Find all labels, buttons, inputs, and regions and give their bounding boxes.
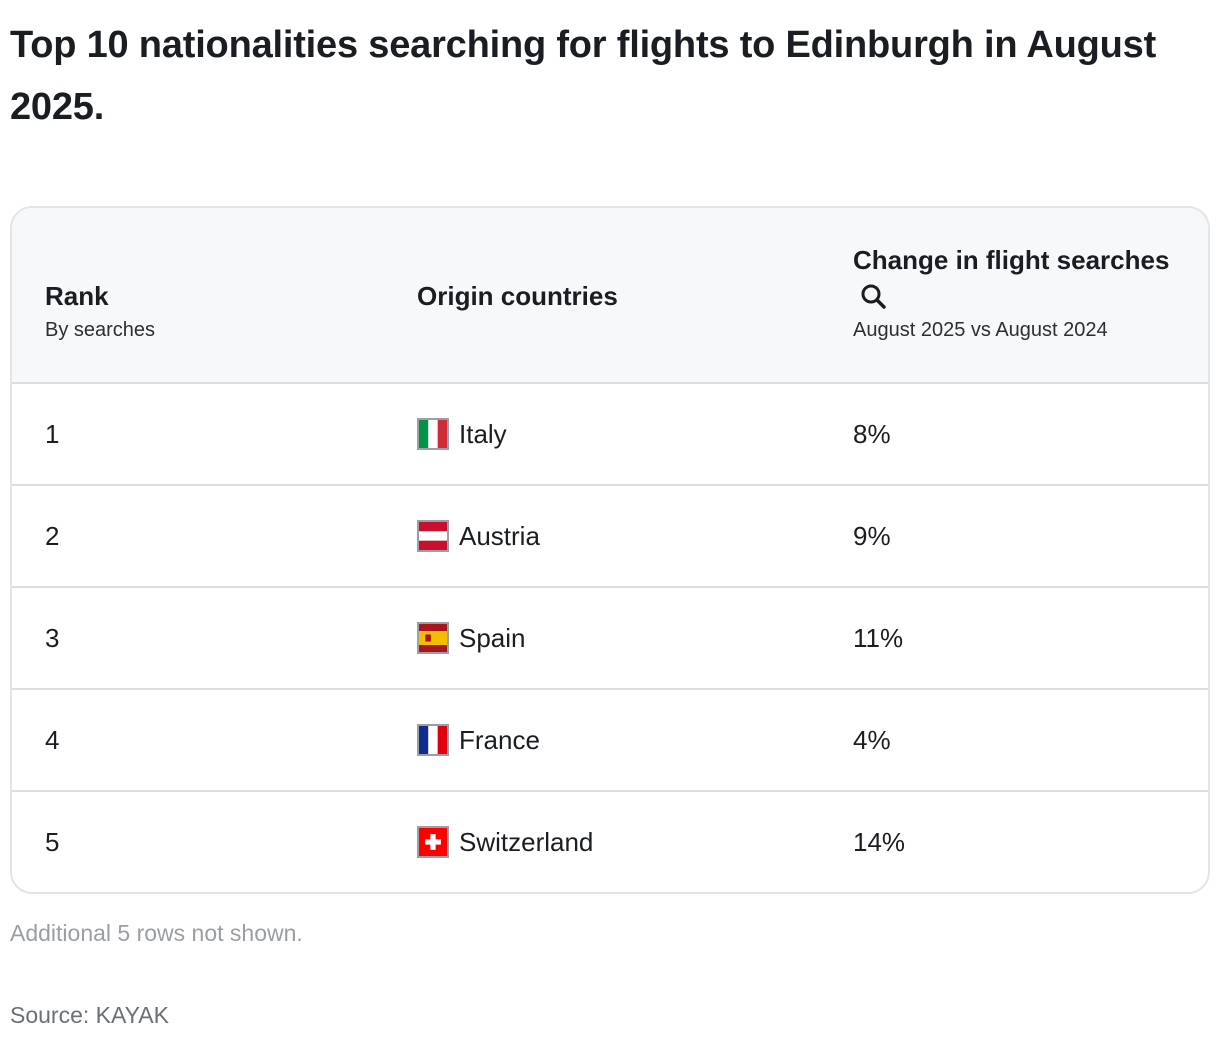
france-flag-icon (417, 724, 449, 756)
origin-cell: Switzerland (417, 792, 593, 892)
switzerland-flag-icon (417, 826, 449, 858)
country-name: Spain (459, 622, 526, 653)
column-header-change-label: Change in flight searches (853, 245, 1170, 275)
country-name: France (459, 724, 540, 755)
origin-cell: Italy (417, 384, 507, 484)
column-header-rank: Rank By searches (45, 278, 155, 344)
spain-flag-icon (417, 622, 449, 654)
table-row: 3 Spain 11% (12, 588, 1208, 690)
origin-cell: France (417, 690, 540, 790)
table-row: 5 Switzerland 14% (12, 792, 1208, 892)
rank-cell: 1 (45, 418, 60, 449)
table-row: 4 France 4% (12, 690, 1208, 792)
rank-cell: 4 (45, 724, 60, 755)
change-cell: 14% (853, 826, 906, 857)
column-header-origin: Origin countries (417, 278, 618, 314)
column-header-origin-label: Origin countries (417, 281, 618, 311)
origin-cell: Spain (417, 588, 526, 688)
country-name: Italy (459, 418, 507, 449)
origin-cell: Austria (417, 486, 540, 586)
column-header-rank-label: Rank (45, 281, 109, 311)
rank-cell: 5 (45, 826, 60, 857)
austria-flag-icon (417, 520, 449, 552)
column-header-change-sublabel: August 2025 vs August 2024 (853, 319, 1108, 341)
table-row: 2 Austria 9% (12, 486, 1208, 588)
change-cell: 11% (853, 622, 904, 653)
search-icon (859, 282, 887, 310)
column-header-rank-sublabel: By searches (45, 319, 156, 341)
column-header-change-label-wrap: Change in flight searches (853, 242, 1183, 314)
change-cell: 4% (853, 724, 891, 755)
change-cell: 8% (853, 418, 891, 449)
italy-flag-icon (417, 418, 449, 450)
data-table: Rank By searches Origin countries Change… (10, 206, 1210, 894)
table-body: 1 Italy 8% 2 Austria 9% 3 Spain 11% 4 (12, 384, 1208, 892)
rank-cell: 3 (45, 622, 60, 653)
column-header-change: Change in flight searches August 2025 vs… (853, 242, 1183, 344)
country-name: Austria (459, 520, 540, 551)
table-header: Rank By searches Origin countries Change… (12, 208, 1208, 384)
rows-hidden-note: Additional 5 rows not shown. (10, 920, 303, 946)
source-note: Source: KAYAK (10, 1002, 169, 1028)
chart-title: Top 10 nationalities searching for fligh… (10, 24, 1157, 128)
table-row: 1 Italy 8% (12, 384, 1208, 486)
rank-cell: 2 (45, 520, 60, 551)
change-cell: 9% (853, 520, 891, 551)
country-name: Switzerland (459, 826, 594, 857)
